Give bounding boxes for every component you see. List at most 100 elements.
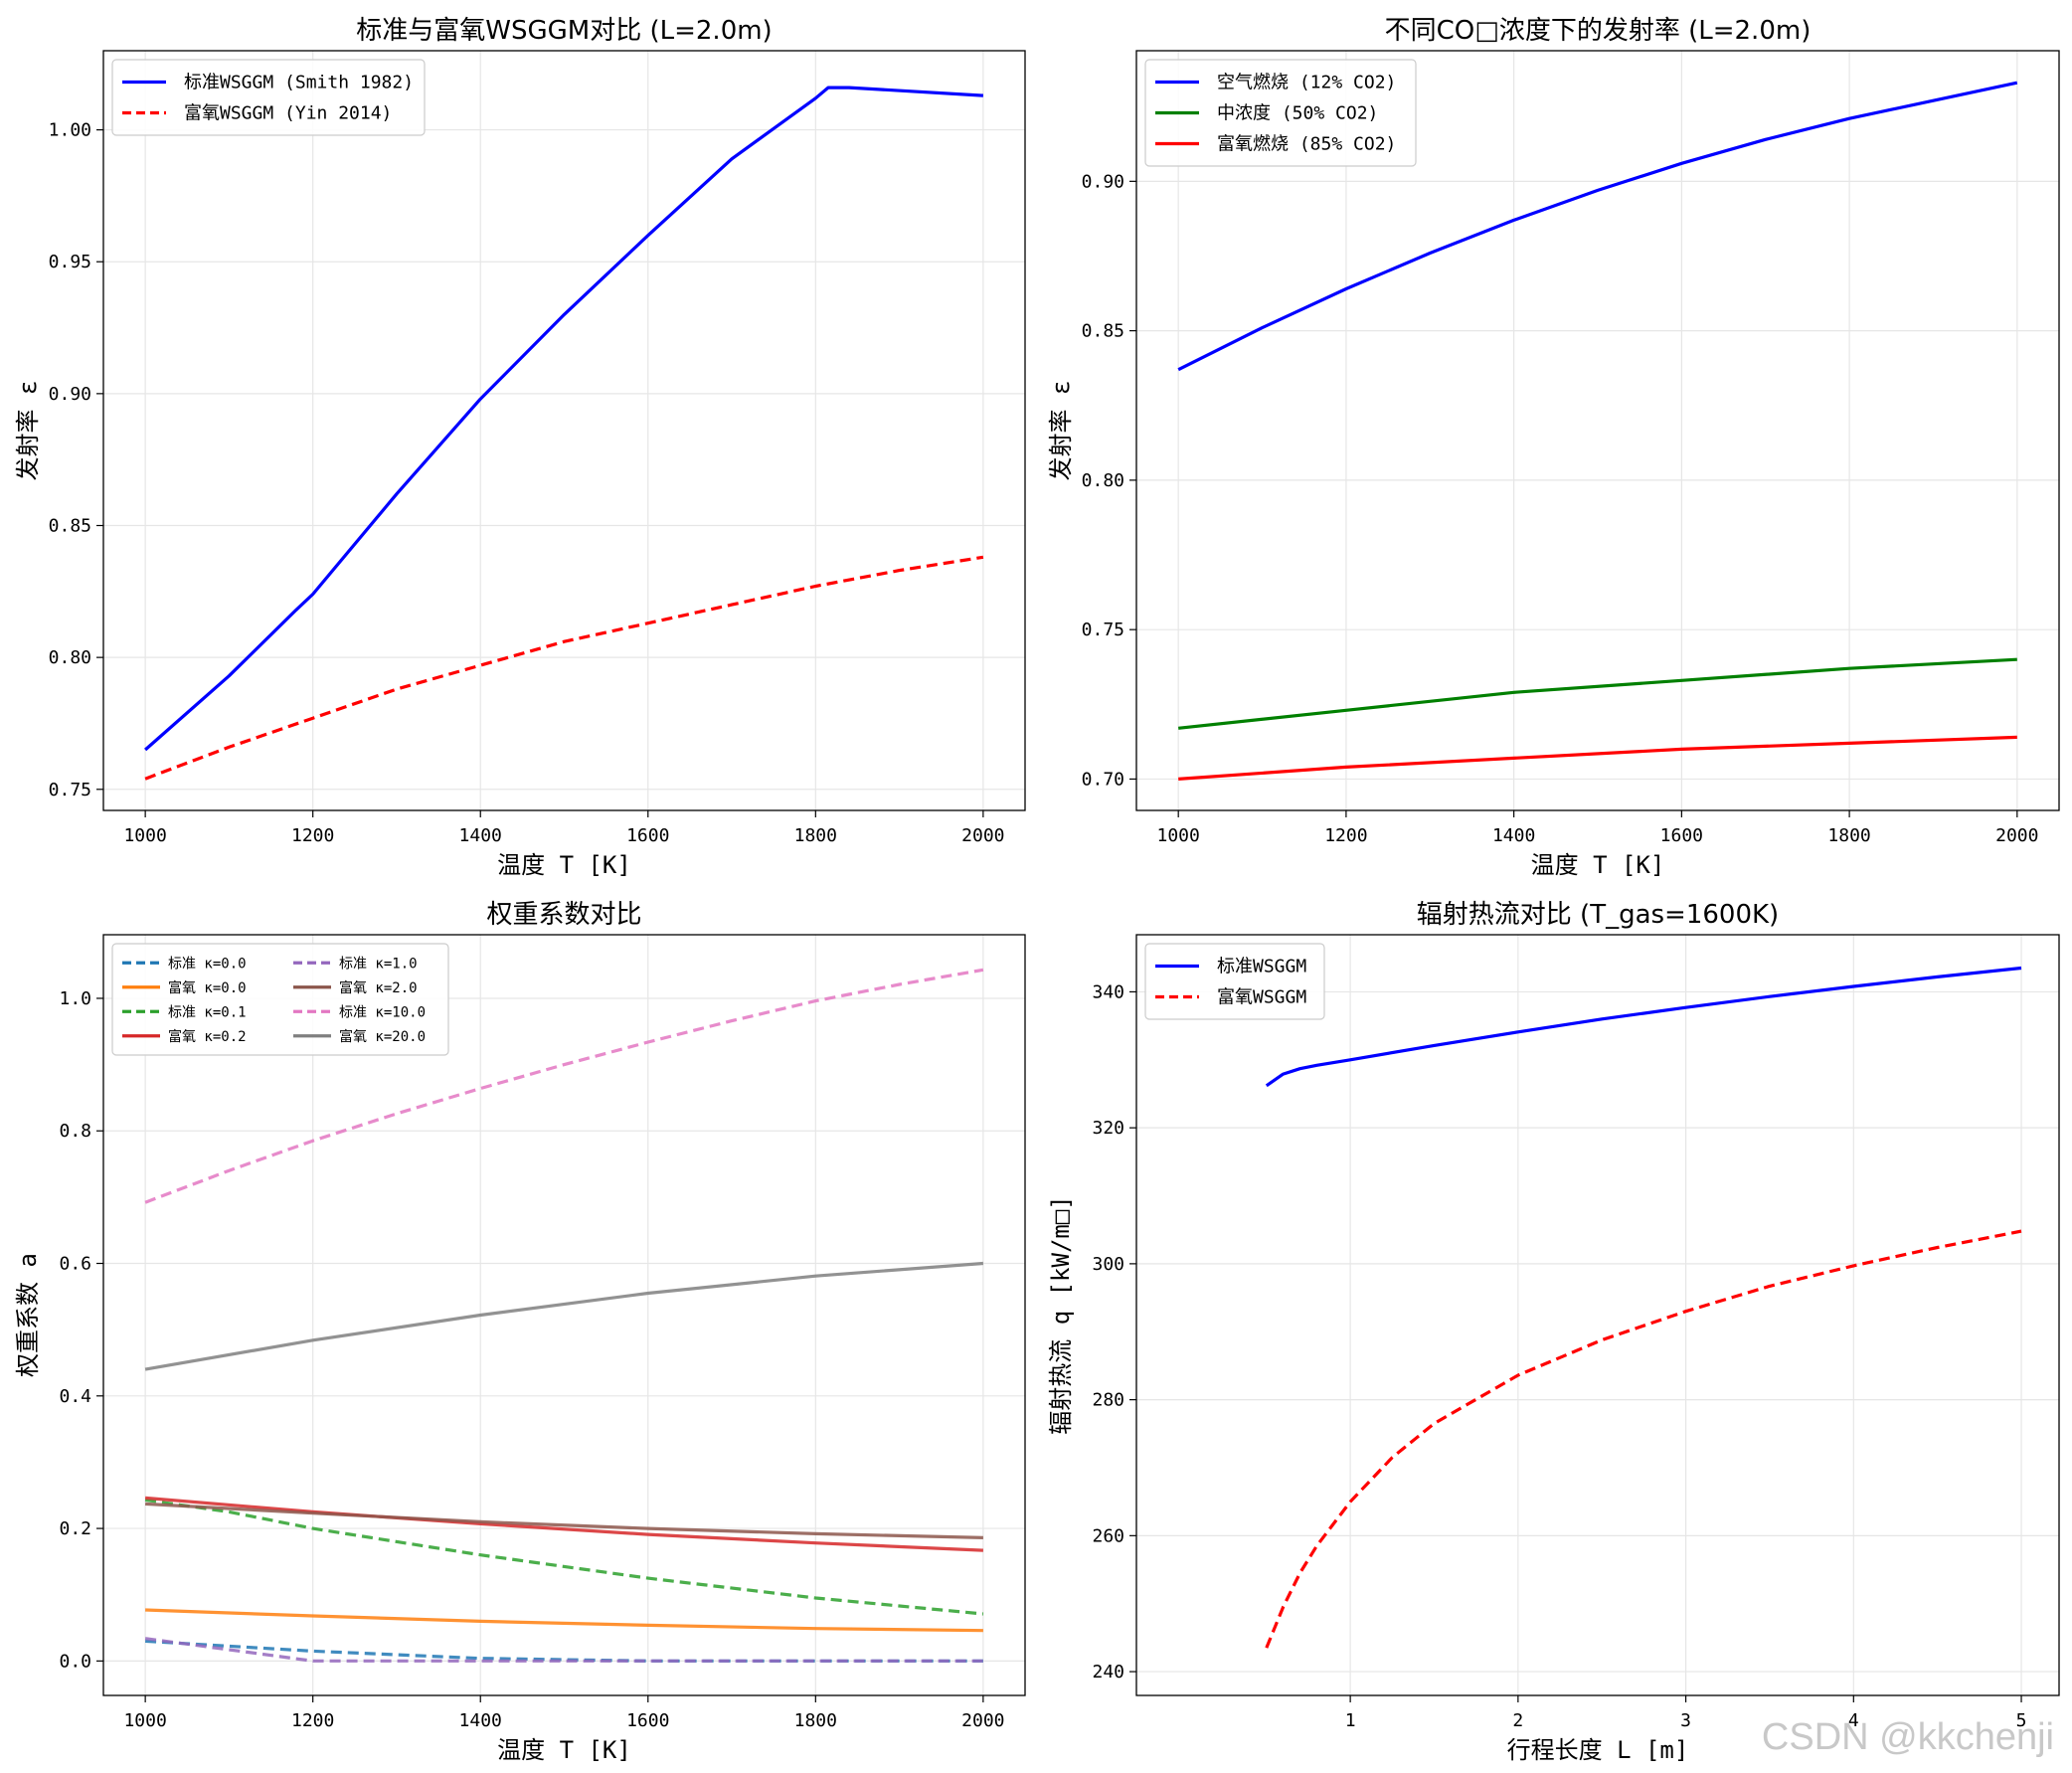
legend-label-2: 富氧WSGGM — [1217, 987, 1306, 1008]
y-tick-label: 0.8 — [59, 1121, 91, 1142]
x-tick-label: 1 — [1345, 1710, 1356, 1731]
legend-label-8: 富氧 κ=20.0 — [339, 1028, 426, 1045]
series-line-6 — [145, 1502, 983, 1539]
y-tick-label: 1.0 — [59, 988, 91, 1009]
legend-box — [111, 943, 449, 1056]
chart-title: 标准与富氧WSGGM对比 (L=2.0m) — [356, 16, 772, 46]
x-tick-label: 1200 — [291, 825, 334, 846]
y-tick-label: 0.6 — [59, 1254, 91, 1275]
y-tick-label: 0.2 — [59, 1518, 91, 1539]
x-tick-label: 3 — [1680, 1710, 1691, 1731]
x-axis-label: 温度 T [K] — [497, 1736, 631, 1764]
y-tick-label: 1.00 — [49, 120, 91, 141]
series-line-1 — [144, 86, 983, 752]
series-line-1 — [145, 1639, 983, 1663]
legend: 标准WSGGM (Smith 1982) 富氧WSGGM (Yin 2014) — [111, 59, 426, 136]
subplot-1: 1000 1200 1400 1600 1800 2000 0.75 0.80 0.85 0.90… — [14, 16, 1026, 879]
x-tick-label: 1000 — [1157, 825, 1200, 846]
legend: 标准WSGGM 富氧WSGGM — [1144, 943, 1325, 1020]
y-tick-label: 260 — [1092, 1525, 1124, 1546]
series-line-7 — [144, 968, 984, 1204]
y-tick-label: 300 — [1092, 1254, 1124, 1275]
x-tick-label: 2000 — [961, 1710, 1004, 1731]
legend: 标准 κ=0.0 富氧 κ=0.0 标准 κ=0.1 富氧 κ=0.2 标准 κ=1.0… — [111, 943, 449, 1056]
series-line-1 — [1177, 81, 2018, 372]
plot-frame — [102, 50, 1026, 811]
x-axis-label: 温度 T [K] — [1531, 851, 1665, 879]
y-tick-label: 0.85 — [1082, 321, 1124, 342]
y-tick-label: 280 — [1092, 1390, 1124, 1411]
y-tick-label: 0.90 — [49, 384, 91, 405]
y-tick-label: 340 — [1092, 981, 1124, 1002]
x-tick-label: 1000 — [123, 1710, 166, 1731]
plot-frame — [1135, 50, 2060, 811]
series-line-1 — [1265, 966, 2022, 1088]
y-tick-label: 0.80 — [49, 647, 91, 668]
y-tick-label: 0.95 — [49, 252, 91, 272]
x-tick-label: 1800 — [794, 1710, 837, 1731]
y-tick-label: 240 — [1092, 1662, 1124, 1683]
chart-title: 不同CO□浓度下的发射率 (L=2.0m) — [1385, 16, 1812, 46]
x-tick-label: 1000 — [123, 825, 166, 846]
x-tick-label: 4 — [1848, 1710, 1859, 1731]
x-tick-label: 1400 — [459, 1710, 502, 1731]
series-line-2 — [1265, 1229, 2022, 1649]
x-tick-label: 1600 — [626, 1710, 669, 1731]
series-line-8 — [144, 1261, 984, 1371]
y-axis-label: 发射率 ε — [1047, 381, 1075, 481]
x-tick-label: 2000 — [1995, 825, 2038, 846]
series-line-2 — [1178, 657, 2017, 730]
legend-label-7: 标准 κ=10.0 — [339, 1004, 426, 1020]
x-tick-label: 1200 — [291, 1710, 334, 1731]
legend-box — [111, 59, 426, 136]
y-tick-label: 0.0 — [59, 1651, 91, 1672]
x-axis-label: 行程长度 L [m] — [1507, 1736, 1689, 1764]
y-tick-label: 0.80 — [1082, 470, 1124, 491]
legend-box — [1144, 943, 1325, 1020]
legend-label-2: 富氧WSGGM (Yin 2014) — [184, 103, 392, 124]
legend-label-1: 标准 κ=0.0 — [168, 956, 247, 972]
y-tick-label: 0.85 — [49, 516, 91, 537]
series-line-2 — [144, 555, 984, 781]
legend-label-5: 标准 κ=1.0 — [339, 956, 418, 972]
x-tick-label: 5 — [2016, 1710, 2027, 1731]
subplot-3: 1000 1200 1400 1600 1800 2000 0.0 0.2 0.4 0.6 0.8 1… — [14, 900, 1026, 1764]
y-axis-label: 发射率 ε — [14, 381, 42, 481]
legend-label-3: 标准 κ=0.1 — [168, 1004, 247, 1020]
x-tick-label: 2 — [1512, 1710, 1523, 1731]
y-axis-label: 辐射热流 q [kW/m□] — [1047, 1195, 1075, 1435]
x-tick-label: 1800 — [794, 825, 837, 846]
y-tick-label: 0.90 — [1082, 171, 1124, 192]
x-axis-label: 温度 T [K] — [497, 851, 631, 879]
legend-label-2: 富氧 κ=0.0 — [168, 979, 247, 996]
x-tick-label: 1200 — [1324, 825, 1367, 846]
x-tick-label: 1400 — [1492, 825, 1535, 846]
watermark-text: CSDN @kkchenji — [1761, 1716, 2054, 1758]
legend-label-2: 中浓度 (50% CO2) — [1217, 103, 1378, 124]
series-line-4 — [144, 1496, 983, 1552]
y-axis-label: 权重系数 a — [14, 1253, 42, 1377]
series-line-3 — [144, 1498, 984, 1616]
legend-box — [1144, 59, 1417, 167]
x-tick-label: 1800 — [1827, 825, 1870, 846]
y-tick-label: 0.70 — [1082, 769, 1124, 790]
chart-title: 权重系数对比 — [486, 900, 641, 930]
series-line-2 — [145, 1608, 983, 1633]
legend: 空气燃烧 (12% CO2) 中浓度 (50% CO2) 富氧燃烧 (85% CO2… — [1144, 59, 1417, 167]
series-line-5 — [144, 1637, 983, 1663]
plot-frame — [102, 934, 1026, 1696]
legend-label-1: 标准WSGGM — [1217, 957, 1306, 977]
x-tick-label: 1400 — [459, 825, 502, 846]
legend-label-1: 空气燃烧 (12% CO2) — [1217, 73, 1396, 93]
subplot-2: 1000 1200 1400 1600 1800 2000 0.70 0.75 0.80 0.85… — [1047, 16, 2060, 879]
plot-frame — [1135, 934, 2060, 1696]
legend-label-3: 富氧燃烧 (85% CO2) — [1217, 134, 1396, 155]
y-tick-label: 0.75 — [49, 780, 91, 800]
legend-label-4: 富氧 κ=0.2 — [168, 1028, 247, 1045]
series-line-3 — [1178, 735, 2017, 781]
subplot-4: 1 2 3 4 5 240 260 280 300 320 340 辐射热流对比 (T_gas=160… — [1047, 900, 2060, 1764]
legend-label-1: 标准WSGGM (Smith 1982) — [184, 73, 414, 93]
x-tick-label: 1600 — [1660, 825, 1703, 846]
chart-title: 辐射热流对比 (T_gas=1600K) — [1417, 900, 1779, 930]
